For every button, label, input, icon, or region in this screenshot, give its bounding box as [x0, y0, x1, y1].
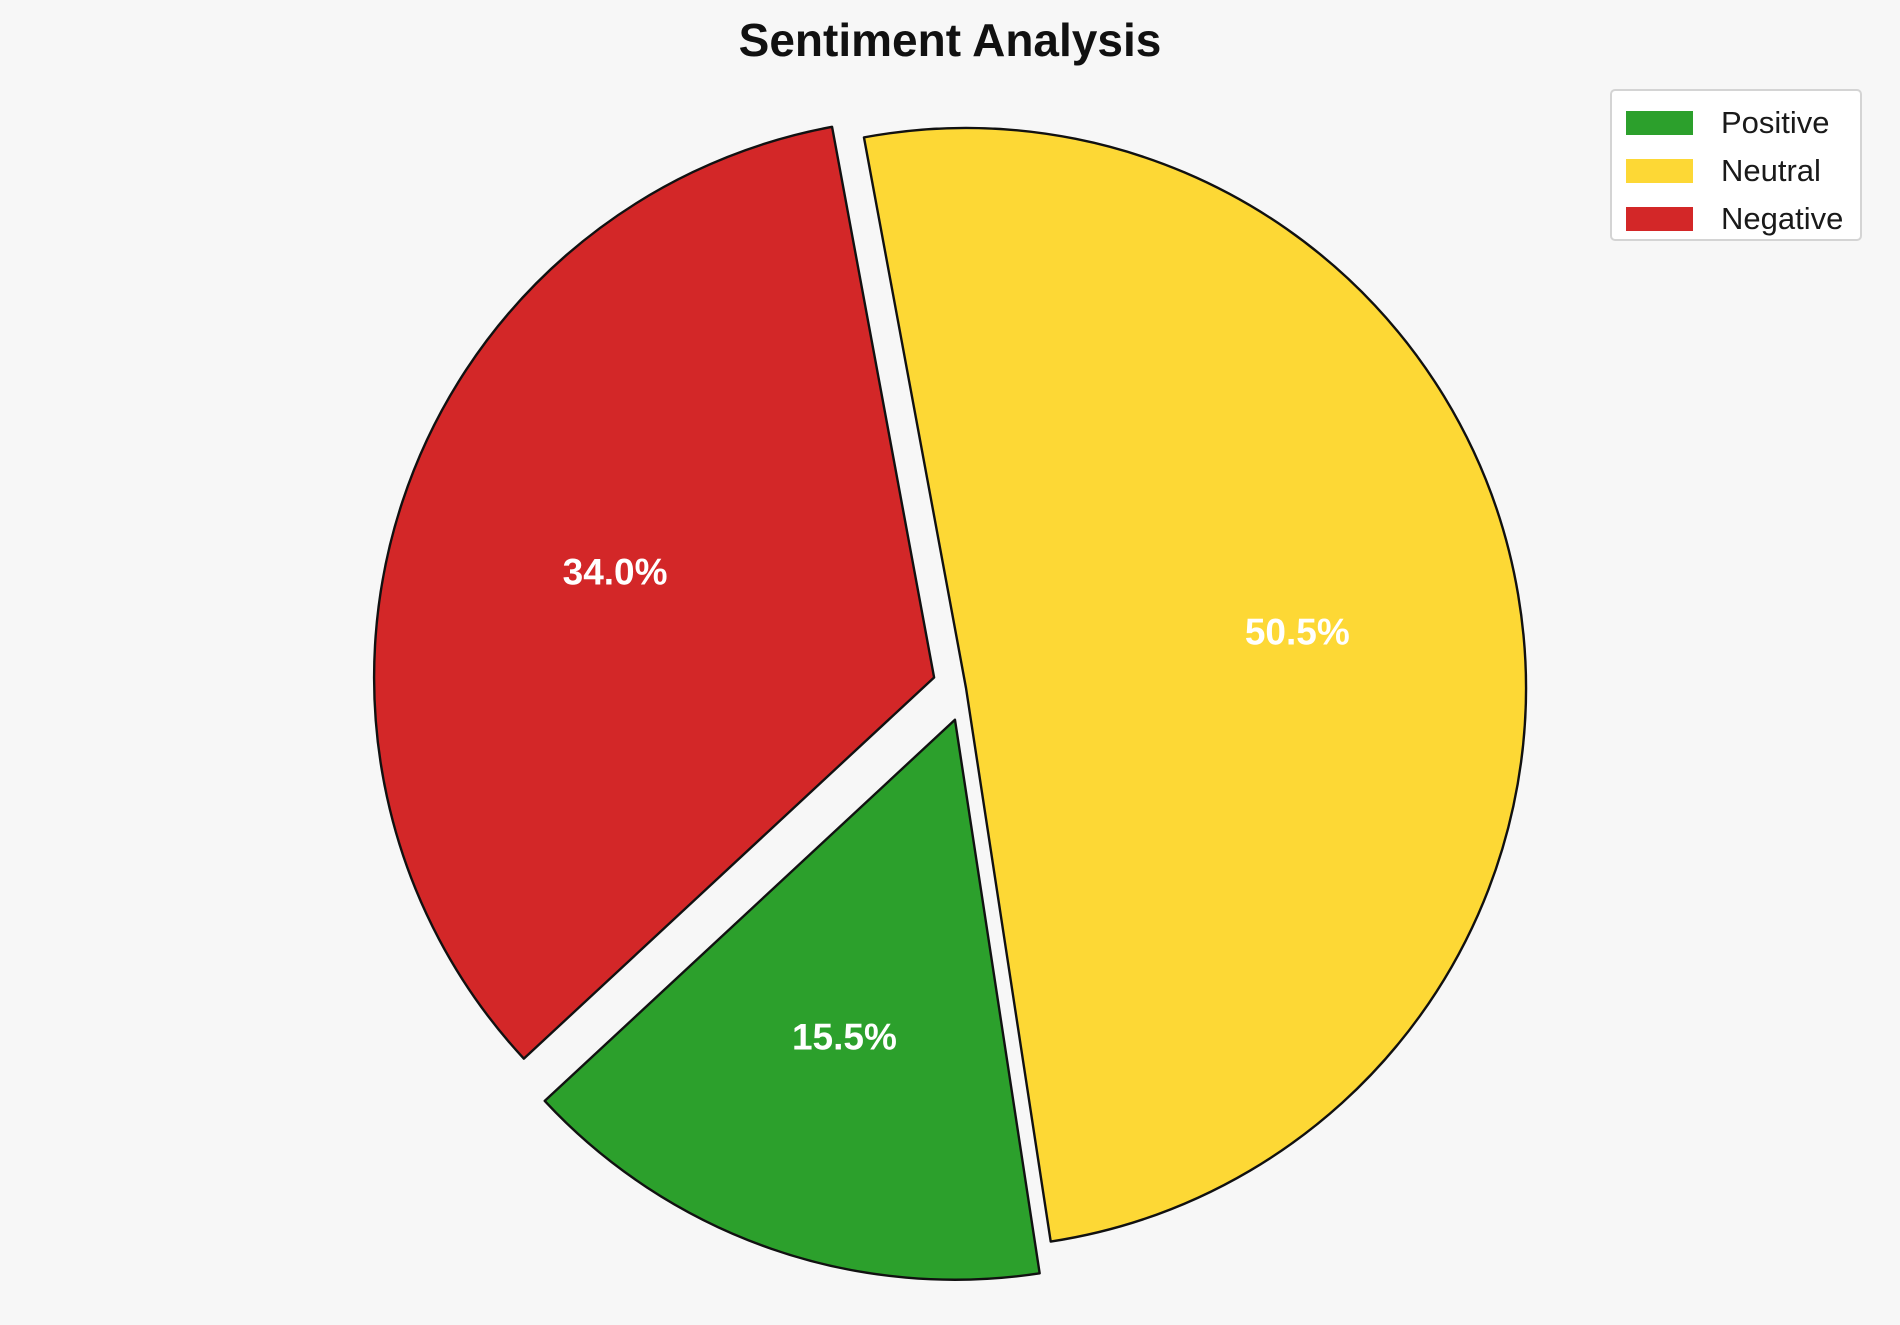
legend-label-negative: Negative	[1721, 201, 1844, 236]
legend-item-neutral: Neutral	[1612, 147, 1860, 195]
legend-swatch-negative	[1626, 207, 1693, 231]
legend-label-neutral: Neutral	[1721, 153, 1821, 188]
pie-label-neutral: 50.5%	[1245, 611, 1350, 652]
pie-labels: 15.5% 50.5% 34.0%	[563, 551, 1350, 1057]
legend-item-negative: Negative	[1612, 195, 1860, 243]
pie-label-negative: 34.0%	[563, 551, 668, 592]
pie-slices	[372, 125, 1528, 1281]
chart-title: Sentiment Analysis	[738, 14, 1162, 66]
pie-slice-neutral	[862, 126, 1528, 1243]
legend-swatch-positive	[1626, 111, 1693, 135]
legend-item-positive: Positive	[1612, 99, 1860, 147]
pie-slice-positive	[543, 718, 1041, 1281]
legend-swatch-neutral	[1626, 159, 1693, 183]
legend: Positive Neutral Negative	[1610, 89, 1862, 241]
pie-label-positive: 15.5%	[792, 1017, 897, 1058]
pie-slice-negative	[372, 125, 936, 1060]
legend-label-positive: Positive	[1721, 105, 1830, 140]
